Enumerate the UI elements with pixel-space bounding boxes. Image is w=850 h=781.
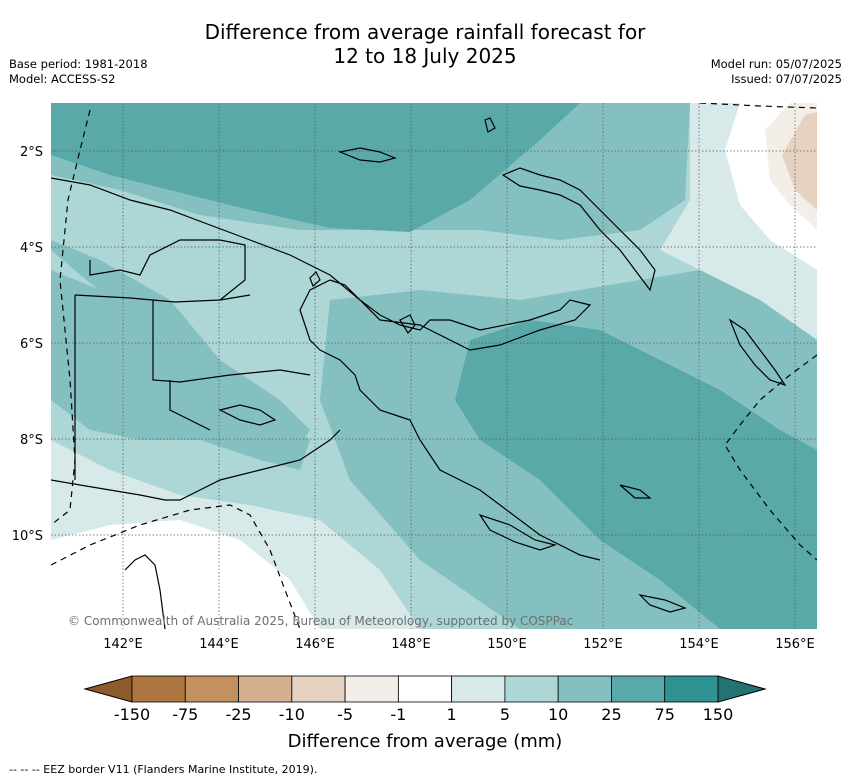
- colorbar-tick-label: 5: [499, 705, 510, 724]
- lat-label: 4°S: [20, 241, 43, 256]
- rainfall-anomaly-field: © Commonwealth of Australia 2025, Bureau…: [51, 103, 817, 629]
- lon-labels: 142°E 144°E 146°E 148°E 150°E 152°E 154°…: [103, 637, 815, 652]
- lon-label: 154°E: [679, 637, 719, 652]
- colorbar-segment: [611, 675, 666, 703]
- colorbar-segment: [664, 675, 719, 703]
- colorbar-tick-label: -5: [337, 705, 354, 724]
- colorbar-tick-label: -150: [113, 705, 151, 724]
- colorbar-tick-label: 150: [702, 705, 734, 724]
- lon-label: 144°E: [199, 637, 239, 652]
- colorbar-segment: [504, 675, 559, 703]
- colorbar-tick-label: -10: [278, 705, 305, 724]
- lon-label: 150°E: [487, 637, 527, 652]
- lon-label: 152°E: [583, 637, 623, 652]
- lon-label: 156°E: [775, 637, 815, 652]
- model-run: Model run: 05/07/2025: [710, 57, 842, 71]
- lat-label: 2°S: [20, 145, 43, 160]
- colorbar-segment: [291, 675, 346, 703]
- lat-label: 10°S: [12, 529, 43, 544]
- lat-label: 6°S: [20, 337, 43, 352]
- coastlines: [51, 117, 787, 629]
- lat-labels: 2°S 4°S 6°S 8°S 10°S: [12, 145, 43, 544]
- colorbar-segment: [557, 675, 612, 703]
- base-period: Base period: 1981-2018: [9, 57, 148, 71]
- lon-label: 148°E: [391, 637, 431, 652]
- colorbar-title: Difference from average (mm): [287, 731, 563, 752]
- colorbar-tick-label: 25: [601, 705, 622, 724]
- colorbar-segment: [184, 675, 239, 703]
- map-gridlines: [51, 103, 817, 629]
- colorbar-segment: [131, 675, 186, 703]
- colorbar-arrow-right: [717, 675, 767, 703]
- colorbar-segment: [238, 675, 293, 703]
- colorbar-arrow-left: [83, 675, 133, 703]
- eez-border: [51, 103, 817, 629]
- colorbar-segment: [397, 675, 453, 703]
- title-line-1: Difference from average rainfall forecas…: [204, 20, 646, 44]
- colorbar-tick-label: -25: [225, 705, 252, 724]
- title-line-2: 12 to 18 July 2025: [333, 44, 517, 68]
- colorbar-tick-label: -1: [390, 705, 407, 724]
- lat-label: 8°S: [20, 433, 43, 448]
- colorbar-tick-label: 75: [654, 705, 675, 724]
- issued-date: Issued: 07/07/2025: [731, 72, 842, 86]
- eez-footnote: -- -- -- EEZ border V11 (Flanders Marine…: [9, 763, 318, 776]
- lon-label: 146°E: [295, 637, 335, 652]
- colorbar-tick-label: -75: [172, 705, 199, 724]
- colorbar-segment: [344, 675, 399, 703]
- lon-label: 142°E: [103, 637, 143, 652]
- colorbar-tick-label: 1: [446, 705, 457, 724]
- colorbar-tick-label: 10: [547, 705, 569, 724]
- copyright-text: © Commonwealth of Australia 2025, Bureau…: [68, 614, 573, 628]
- colorbar-segment: [451, 675, 506, 703]
- model-name: Model: ACCESS-S2: [9, 72, 116, 86]
- colorbar: [83, 675, 767, 703]
